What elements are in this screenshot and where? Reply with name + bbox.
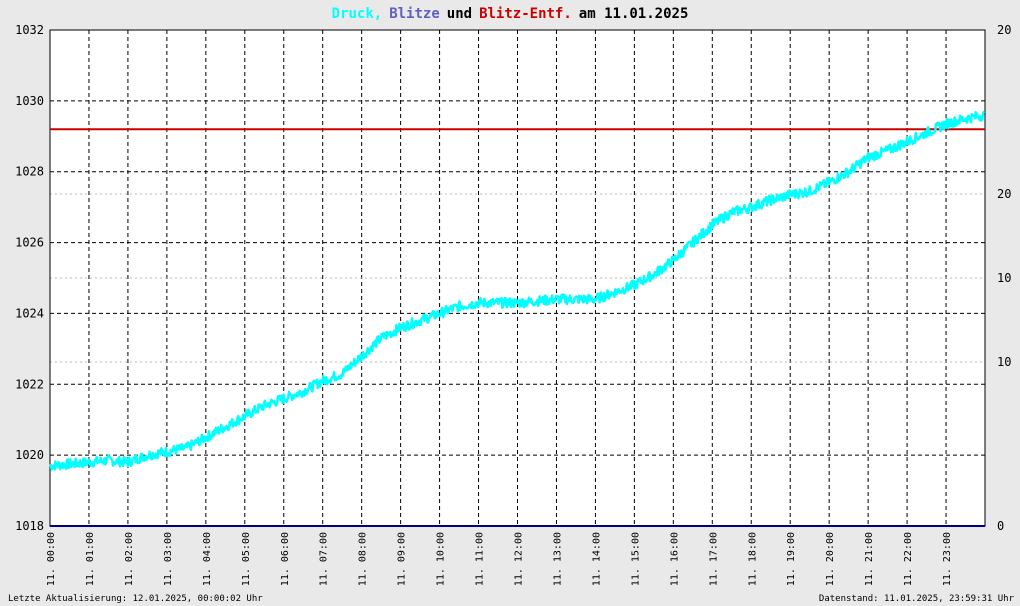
x-axis-tick-label: 11. 13:00	[552, 532, 563, 586]
left-axis-tick-label: 1030	[15, 94, 44, 108]
left-axis-tick-label: 1022	[15, 377, 44, 391]
x-axis-tick-label: 11. 19:00	[786, 532, 797, 586]
x-axis-tick-label: 11. 17:00	[708, 532, 719, 586]
x-axis-tick-label: 11. 07:00	[319, 532, 330, 586]
right-axis-tick-label: 10	[997, 271, 1011, 285]
x-axis-tick-label: 11. 15:00	[630, 532, 641, 586]
x-axis-tick-label: 11. 10:00	[436, 532, 447, 586]
right-axis: 20 10 0 20 10	[997, 23, 1011, 533]
x-axis-tick-label: 11. 16:00	[669, 532, 680, 586]
title-date: am 11.01.2025	[579, 6, 689, 22]
series-layer	[49, 110, 986, 527]
x-axis-tick-label: 11. 21:00	[864, 532, 875, 586]
title-druck: Druck,	[332, 6, 383, 22]
left-axis-tick-label: 1020	[15, 448, 44, 462]
x-axis-tick-label: 11. 08:00	[358, 532, 369, 586]
left-axis-tick-label: 1024	[15, 306, 44, 320]
x-axis-tick-label: 11. 20:00	[825, 532, 836, 586]
title-blitze: Blitze	[389, 6, 440, 22]
footer-left: Letzte Aktualisierung: 12.01.2025, 00:00…	[8, 594, 263, 604]
x-axis-tick-label: 11. 04:00	[202, 532, 213, 586]
title-und: und	[447, 6, 472, 22]
x-axis-tick-label: 11. 14:00	[591, 532, 602, 586]
x-axis-tick-label: 11. 01:00	[85, 532, 96, 586]
left-axis-tick-label: 1026	[15, 236, 44, 250]
x-axis-tick-label: 11. 09:00	[397, 532, 408, 586]
x-axis-tick-label: 11. 05:00	[241, 532, 252, 586]
x-axis-tick-label: 11. 12:00	[514, 532, 525, 586]
x-axis-tick-label: 11. 11:00	[475, 532, 486, 586]
x-axis-tick-label: 11. 23:00	[942, 532, 953, 586]
right-axis-tick-label: 0	[997, 519, 1004, 533]
footer-right: Datenstand: 11.01.2025, 23:59:31 Uhr	[819, 594, 1015, 604]
right-axis-tick-label: 20	[997, 23, 1011, 37]
left-axis-tick-label: 1032	[15, 23, 44, 37]
chart-title: Druck, Blitze und Blitz-Entf. am 11.01.2025	[332, 6, 689, 22]
title-blitz-entf: Blitz-Entf.	[479, 6, 572, 22]
left-axis: 1032 1030 1028 1026 1024 1022 1020 1018	[15, 23, 44, 533]
x-axis-tick-label: 11. 22:00	[903, 532, 914, 586]
left-axis-tick-label: 1018	[15, 519, 44, 533]
left-axis-tick-label: 1028	[15, 165, 44, 179]
series-druck-line	[49, 110, 986, 471]
right-axis-red-tick-label: 20	[997, 187, 1011, 201]
x-axis-tick-label: 11. 03:00	[163, 532, 174, 586]
x-axis-tick-label: 11. 02:00	[124, 532, 135, 586]
x-axis: 11. 00:00 11. 01:00 11. 02:00 11. 03:00 11. …	[46, 532, 953, 586]
right-axis-red-tick-label: 10	[997, 355, 1011, 369]
x-axis-tick-label: 11. 18:00	[747, 532, 758, 586]
x-axis-tick-label: 11. 00:00	[46, 532, 57, 586]
x-axis-tick-label: 11. 06:00	[280, 532, 291, 586]
